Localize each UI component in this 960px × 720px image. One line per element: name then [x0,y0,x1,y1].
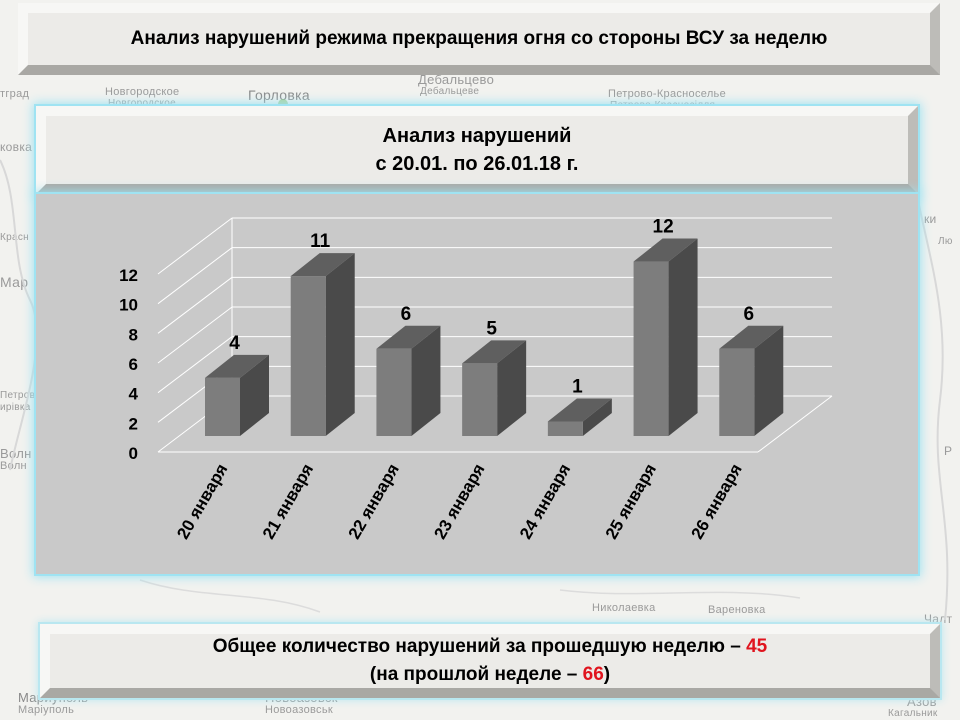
bar [633,261,669,436]
bar-top [462,340,527,364]
y-tick-label: 6 [129,355,138,374]
map-label: Кагальник [888,708,938,719]
map-label: Лю [938,236,953,247]
map-label: ки [924,212,937,226]
map-label: Волн [0,446,32,461]
floor-edge [757,395,833,453]
bar [290,276,326,436]
chart-subtitle-line2: с 20.01. по 26.01.18 г. [375,153,579,175]
x-tick-label: 26 января [687,461,745,543]
chart-subtitle-line1: Анализ нарушений [382,125,572,147]
x-tick-label: 21 января [259,461,317,543]
bar-side [497,340,527,436]
bar-side [582,398,612,436]
map-label: Дебальцеве [420,86,480,97]
gridline [157,276,233,334]
chart-title-box: Анализ нарушений с 20.01. по 26.01.18 г. [36,106,918,194]
map-label: ирівка [0,402,31,413]
map-label: Новоазовськ [265,704,333,716]
data-label: 1 [572,376,583,397]
map-label: Горловка [248,87,310,103]
summary-total-value: 45 [746,636,768,657]
gridline [157,217,233,275]
summary-prev-value: 66 [582,664,604,685]
header-banner: Анализ нарушений режима прекращения огня… [18,3,940,75]
bar-chart: 0 2 4 6 8 10 12 4 20 января 11 21 января 6 22 января… [119,217,833,543]
data-label: 4 [229,333,240,354]
bar-top [547,398,612,422]
map-label: Красн [0,232,29,243]
data-label: 5 [486,318,497,339]
bar-side [240,354,269,436]
page-title: Анализ нарушений режима прекращения огня… [130,28,828,49]
y-tick-label: 0 [129,444,138,463]
map-label: Новгородское [108,98,177,109]
data-label: 6 [401,304,412,325]
summary-line2: (на прошлой неделе – 66) [370,661,610,689]
gridline [157,336,233,394]
map-label: Петровс [0,390,41,401]
map-label: Дебальцево [418,72,495,87]
x-tick-label: 24 января [516,461,574,543]
x-tick-label: 22 января [345,461,403,543]
bar-top [719,325,784,349]
data-label: 6 [743,304,754,325]
bar-top [376,325,441,349]
summary-prev-prefix: (на прошлой неделе – [369,664,583,685]
map-label: Петрово-Красносiлля [610,100,715,111]
bar-side [411,325,441,436]
data-label: 11 [310,231,331,252]
summary-prev-suffix: ) [603,664,611,685]
summary-line1: Общее количество нарушений за прошедшую … [213,633,767,661]
bar-top [290,253,355,277]
map-label: Марiуполь [18,704,75,716]
summary-text: Общее количество нарушений за прошедшую … [212,636,747,657]
y-tick-label: 10 [119,296,138,315]
data-label: 12 [653,217,674,238]
bar [462,363,498,436]
y-tick-label: 2 [129,414,138,433]
gridline [157,247,233,305]
chart-panel: 0 2 4 6 8 10 12 4 20 января 11 21 января 6 22 января… [36,194,918,574]
bar [719,348,755,436]
bar-top [205,354,269,378]
summary-banner: Общее количество нарушений за прошедшую … [40,624,940,698]
bar-side [754,325,784,436]
map-label: тград [0,88,30,100]
y-tick-label: 8 [129,325,138,344]
gridline [157,306,233,364]
bar-top [633,238,698,262]
map-label: ковка [0,140,33,154]
y-tick-label: 12 [119,266,138,285]
x-tick-label: 25 января [602,461,660,543]
bar [376,348,412,436]
map-label: Николаевка [592,602,656,614]
map-label: Р [944,444,953,458]
bar [205,377,240,436]
y-tick-label: 4 [129,385,139,404]
map-label: Вареновка [708,604,766,616]
map-label: Волн [0,460,27,472]
bar-side [325,253,355,436]
x-tick-label: 20 января [173,461,231,543]
bar [547,421,583,436]
bar-side [668,238,698,436]
map-label: Новгородское [105,86,180,98]
map-label: Мар [0,274,29,290]
x-tick-label: 23 января [430,460,488,542]
map-label: Петрово-Красноселье [608,88,726,100]
